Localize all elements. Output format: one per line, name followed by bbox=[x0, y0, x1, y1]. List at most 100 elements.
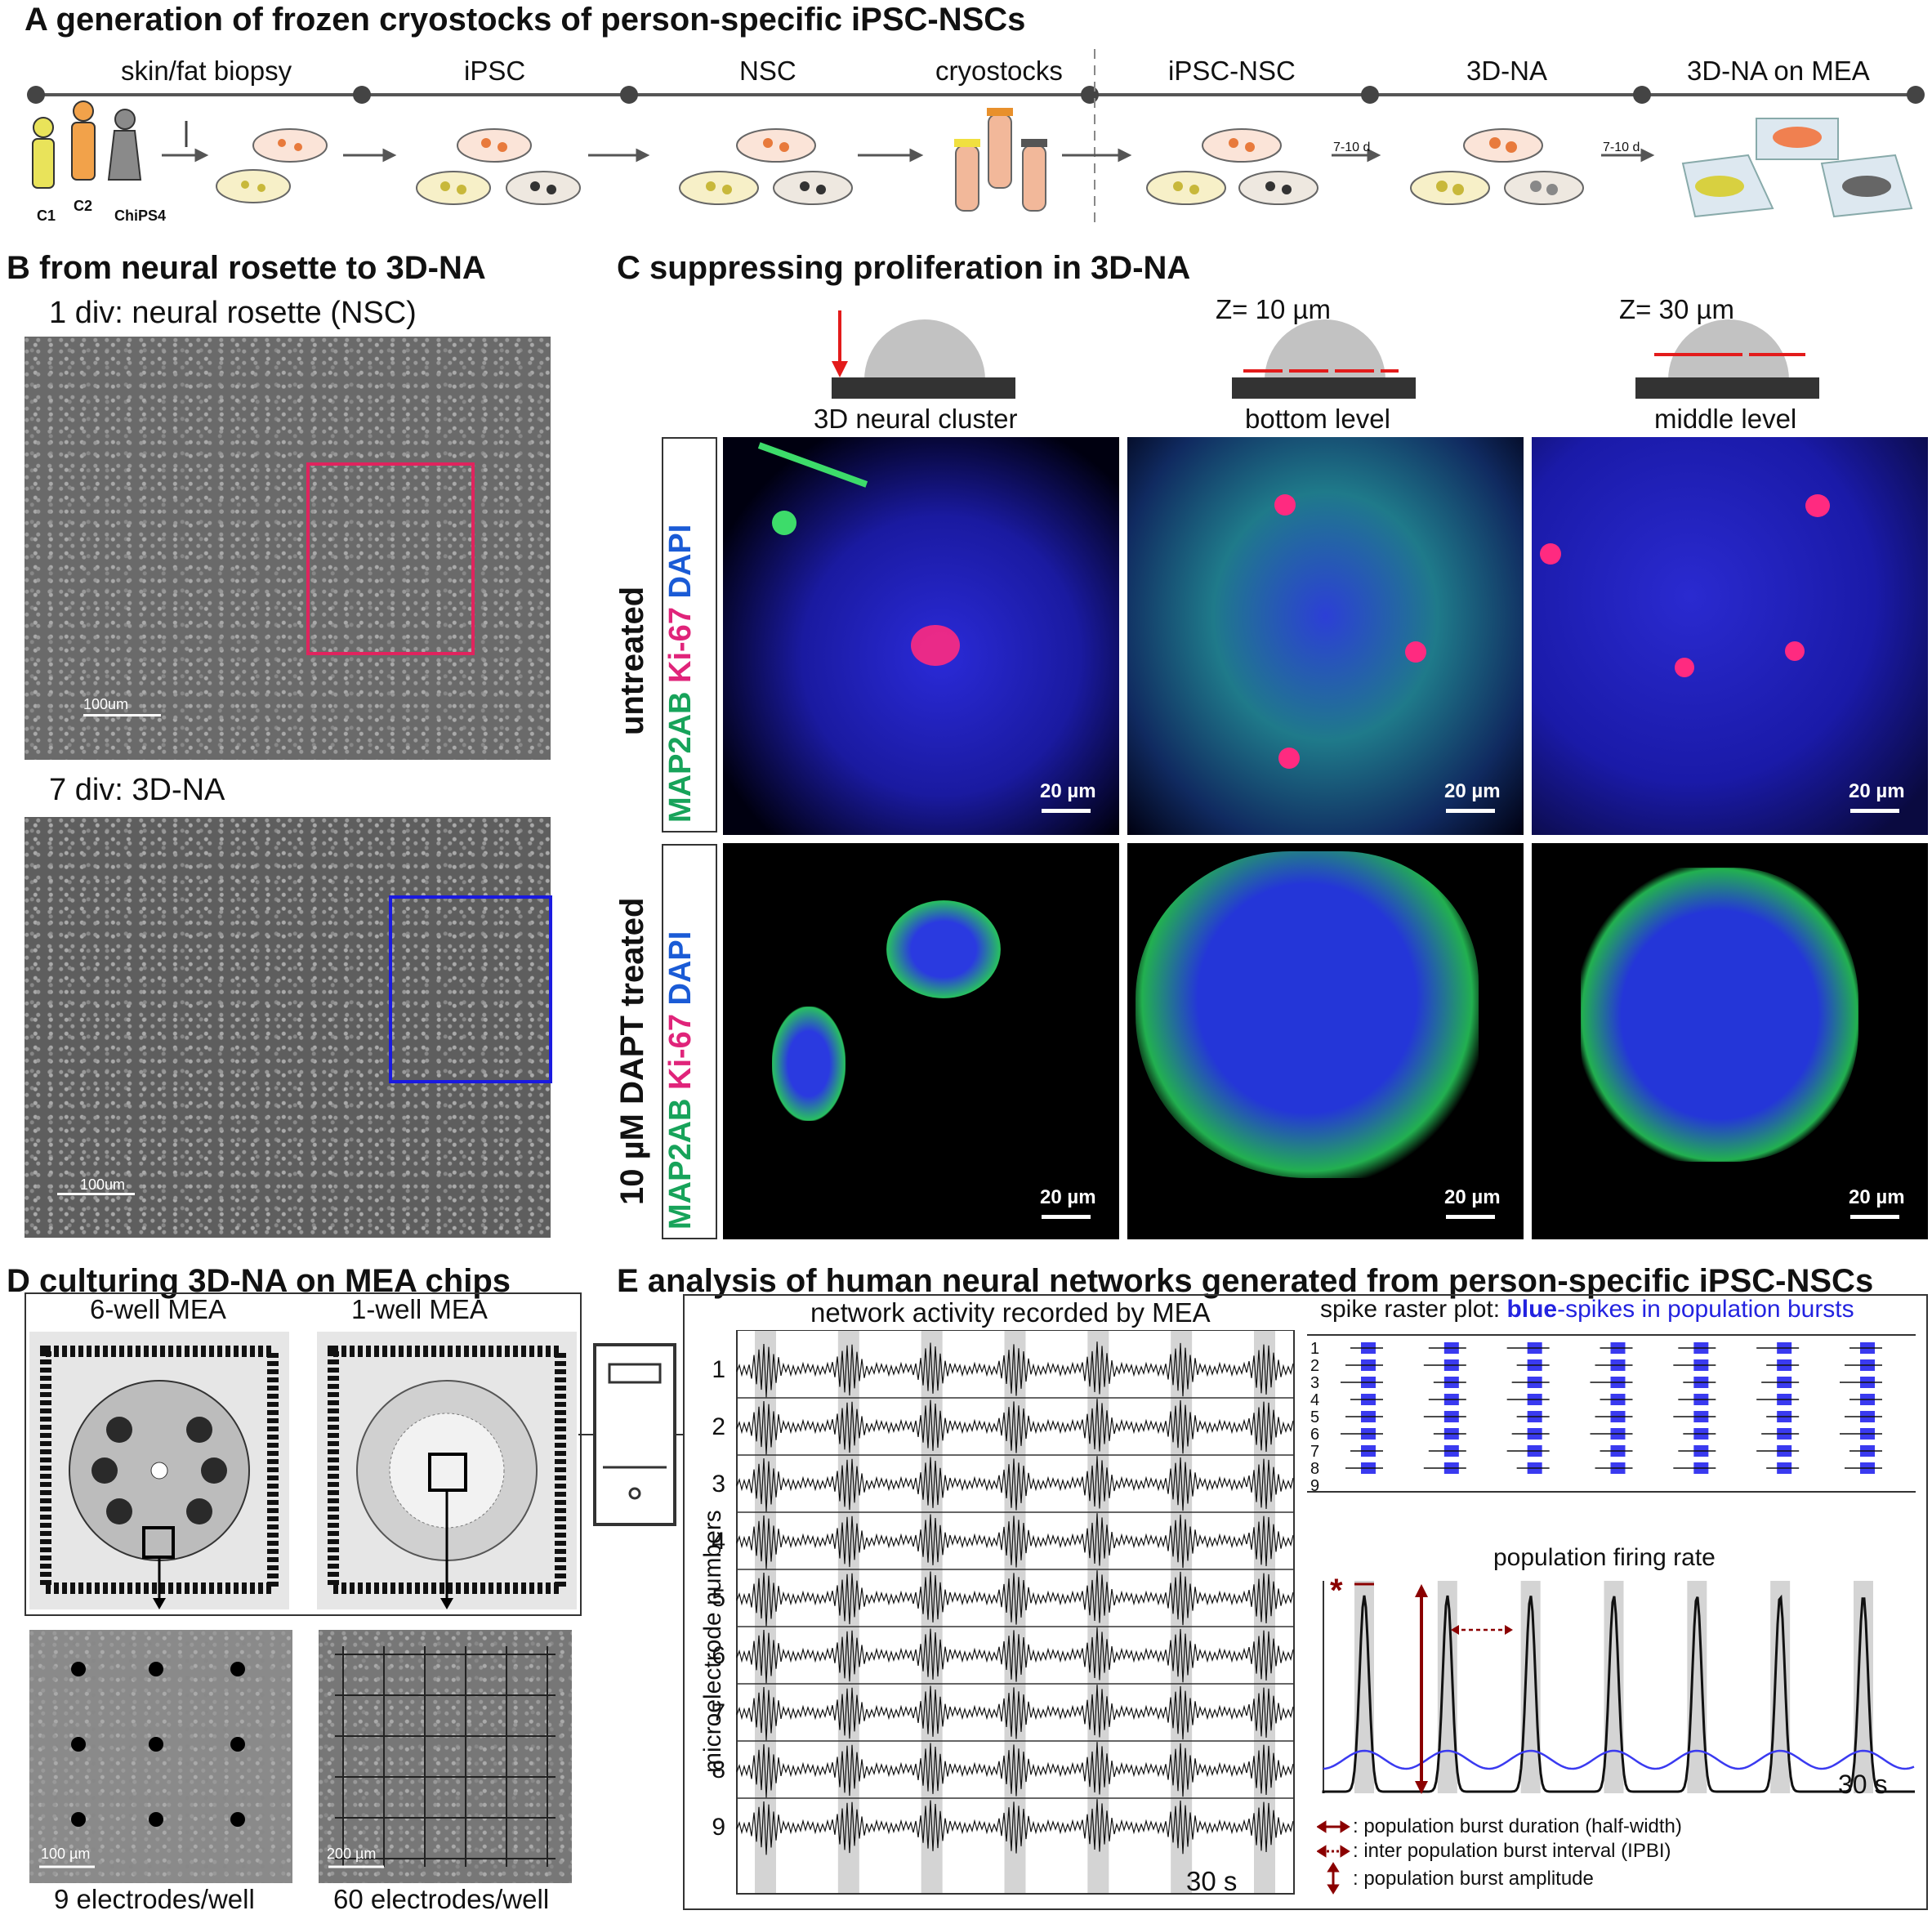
mea-1well-electrodes-micrograph: 200 µm bbox=[319, 1630, 572, 1883]
caption-9-electrodes: 9 electrodes/well bbox=[54, 1884, 255, 1914]
mea-chip-box bbox=[25, 1292, 582, 1616]
traces-title: network activity recorded by MEA bbox=[810, 1297, 1211, 1328]
electrode-number: 2 bbox=[712, 1413, 725, 1440]
mea-label-6well: 6-well MEA bbox=[90, 1294, 226, 1324]
scale-label: 20 µm bbox=[1849, 1186, 1905, 1208]
panel-c-title: C suppressing proliferation in 3D-NA bbox=[617, 250, 1191, 286]
rate-burst-shade bbox=[1854, 1581, 1873, 1793]
scale-bar bbox=[83, 714, 161, 716]
panel-a-timeline bbox=[27, 49, 1925, 229]
person-label-chips4: ChiPS4 bbox=[114, 208, 167, 224]
legend-ipbi: : inter population burst interval (IPBI) bbox=[1353, 1840, 1671, 1862]
electrode-trace bbox=[736, 1742, 1294, 1798]
panel-b-top-label: 1 div: neural rosette (NSC) bbox=[49, 296, 417, 330]
electrode-number: 6 bbox=[712, 1642, 725, 1669]
electrode-trace bbox=[736, 1627, 1294, 1684]
electrode-number: 8 bbox=[712, 1757, 725, 1783]
rate-burst-shade bbox=[1520, 1581, 1541, 1793]
electrode-number: 3 bbox=[712, 1471, 725, 1498]
rate-burst-shade bbox=[1604, 1581, 1624, 1793]
electrode-trace bbox=[736, 1685, 1294, 1741]
electrode-trace bbox=[736, 1399, 1294, 1455]
electrode-trace bbox=[736, 1799, 1294, 1855]
col-label-bottom: bottom level bbox=[1245, 404, 1390, 434]
asterisk-marker: * bbox=[1330, 1573, 1343, 1609]
ipbi-arrowhead bbox=[1505, 1625, 1513, 1635]
rate-burst-shade bbox=[1770, 1581, 1791, 1793]
scale-label: 100um bbox=[83, 696, 129, 712]
scale-bar bbox=[57, 1193, 135, 1195]
stage-label-ipsc: iPSC bbox=[464, 56, 526, 86]
scale-label: 20 µm bbox=[1040, 1186, 1096, 1208]
electrode-number: 4 bbox=[712, 1528, 725, 1555]
3dna-highlight-box bbox=[389, 895, 552, 1083]
stage-label-3dna-mea: 3D-NA on MEA bbox=[1687, 56, 1870, 86]
stage-label-cryostocks: cryostocks bbox=[935, 56, 1063, 86]
rate-time-label: 30 s bbox=[1838, 1770, 1888, 1799]
burst-amplitude-arrowhead bbox=[1415, 1584, 1428, 1597]
computer-icon bbox=[578, 1343, 685, 1526]
electrode-number: 5 bbox=[712, 1585, 725, 1612]
mea-traces-chart: 1 2 3 4 5 6 7 8 9 bbox=[712, 1330, 1295, 1895]
mea-chips-drawing bbox=[29, 1332, 577, 1609]
person-label-c1: C1 bbox=[37, 208, 56, 224]
raster-row-label: 9 bbox=[1310, 1477, 1319, 1495]
burst-amplitude-arrowhead bbox=[1415, 1781, 1428, 1794]
panel-b-title: B from neural rosette to 3D-NA bbox=[7, 250, 486, 286]
row-label-dapt: 10 µM DAPT treated bbox=[614, 897, 650, 1205]
electrode-number: 1 bbox=[712, 1356, 725, 1383]
scale-label: 20 µm bbox=[1040, 780, 1096, 802]
fluor-image-dapt-cluster: 20 µm bbox=[723, 843, 1119, 1239]
stain-ki67: Ki-67 bbox=[663, 607, 698, 683]
traces-ylabel: microelectrode numbers bbox=[699, 1510, 726, 1773]
raster-title: spike raster plot: blue-spikes in popula… bbox=[1320, 1296, 1854, 1323]
population-firing-rate-chart bbox=[1322, 1581, 1915, 1794]
stage-label-ipsc-nsc: iPSC-NSC bbox=[1168, 56, 1296, 86]
electrode-trace bbox=[736, 1513, 1294, 1569]
col-label-middle: middle level bbox=[1654, 404, 1797, 434]
ipbi-arrowhead bbox=[1451, 1625, 1459, 1635]
days-label-1: 7-10 d bbox=[1333, 141, 1371, 154]
stage-label-biopsy: skin/fat biopsy bbox=[121, 56, 292, 86]
raster-row-label: 3 bbox=[1310, 1374, 1319, 1392]
row-label-untreated: untreated bbox=[614, 586, 650, 735]
fluor-image-dapt-bottom: 20 µm bbox=[1127, 843, 1524, 1239]
raster-row-label: 1 bbox=[1310, 1340, 1319, 1358]
electrode-trace bbox=[736, 1341, 1294, 1398]
scale-label: 100 µm bbox=[41, 1846, 91, 1862]
stain-dapi: DAPI bbox=[663, 931, 698, 1006]
z-label-30: Z= 30 µm bbox=[1619, 294, 1734, 324]
legend-burst-duration: : population burst duration (half-width) bbox=[1353, 1815, 1682, 1837]
stain-dapi: DAPI bbox=[663, 524, 698, 599]
raster-row-label: 4 bbox=[1310, 1391, 1319, 1409]
col-label-cluster: 3D neural cluster bbox=[814, 404, 1018, 434]
rosette-highlight-box bbox=[306, 462, 475, 655]
traces-time-label: 30 s bbox=[1186, 1866, 1238, 1896]
rosette-micrograph: 100um bbox=[25, 337, 551, 760]
legend-arrow-icons bbox=[1317, 1820, 1350, 1895]
panel-a-title: A generation of frozen cryostocks of per… bbox=[25, 2, 1026, 38]
legend-burst-amplitude: : population burst amplitude bbox=[1353, 1868, 1594, 1890]
scale-label: 20 µm bbox=[1444, 780, 1501, 802]
panel-e-title: E analysis of human neural networks gene… bbox=[617, 1263, 1874, 1299]
rate-burst-shade bbox=[1687, 1581, 1707, 1793]
scale-label: 20 µm bbox=[1849, 780, 1905, 802]
burst-shade bbox=[1004, 1330, 1026, 1894]
raster-row-label: 7 bbox=[1310, 1443, 1319, 1461]
electrode-trace bbox=[736, 1570, 1294, 1627]
caption-60-electrodes: 60 electrodes/well bbox=[333, 1884, 550, 1914]
fluor-image-dapt-middle: 20 µm bbox=[1532, 843, 1928, 1239]
scale-label: 100um bbox=[80, 1176, 126, 1193]
stain-map2ab: MAP2AB bbox=[663, 1098, 698, 1230]
mea-label-1well: 1-well MEA bbox=[351, 1294, 488, 1324]
panel-c-schematics bbox=[832, 310, 1819, 399]
scale-label: 20 µm bbox=[1444, 1186, 1501, 1208]
fluor-image-untreated-bottom: 20 µm bbox=[1127, 437, 1524, 835]
mea-6well-electrodes-micrograph: 100 µm bbox=[29, 1630, 292, 1883]
stage-label-3dna: 3D-NA bbox=[1466, 56, 1548, 86]
raster-row-label: 2 bbox=[1310, 1357, 1319, 1375]
panel-e-frame bbox=[683, 1294, 1928, 1910]
traces-frame bbox=[736, 1330, 1295, 1895]
stain-map2ab: MAP2AB bbox=[663, 691, 698, 823]
